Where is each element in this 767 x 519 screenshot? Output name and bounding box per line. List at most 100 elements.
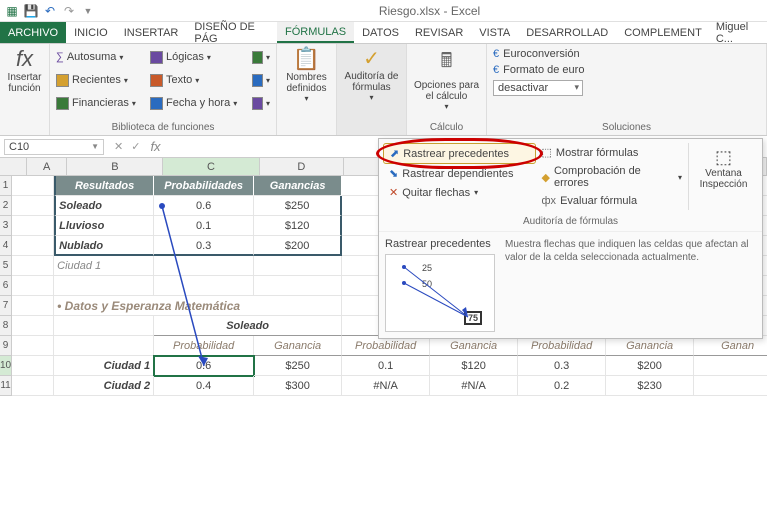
- tab-desarrollad[interactable]: DESARROLLAD: [518, 22, 616, 43]
- redo-icon[interactable]: ↷: [61, 3, 77, 19]
- tab-formulas[interactable]: FÓRMULAS: [277, 22, 354, 43]
- cell-B1[interactable]: Resultados: [54, 176, 154, 196]
- cell-E9[interactable]: Probabilidad: [342, 336, 430, 356]
- cell-B10[interactable]: Ciudad 1: [54, 356, 154, 376]
- tab-datos[interactable]: DATOS: [354, 22, 407, 43]
- cell-I9[interactable]: Ganan: [694, 336, 767, 356]
- remove-arrows-button[interactable]: ✕ Quitar flechas ▾: [383, 183, 536, 202]
- tab-complement[interactable]: COMPLEMENT: [616, 22, 710, 43]
- cell-D2[interactable]: $250: [254, 196, 342, 216]
- trace-precedents-button[interactable]: ⬈ Rastrear precedentes: [383, 143, 536, 164]
- cell-C1[interactable]: Probabilidades: [154, 176, 254, 196]
- row-8[interactable]: 8: [0, 316, 12, 336]
- group-formula-auditing[interactable]: ✓ Auditoría de fórmulas ▾: [337, 44, 407, 135]
- select-all-corner[interactable]: [0, 158, 27, 175]
- cell-H10[interactable]: $200: [606, 356, 694, 376]
- tab-insertar[interactable]: INSERTAR: [116, 22, 187, 43]
- lib-autosuma[interactable]: ∑Autosuma ▾: [56, 51, 148, 63]
- lib-extra2[interactable]: ▾: [252, 74, 270, 87]
- cell-B11[interactable]: Ciudad 2: [54, 376, 154, 396]
- col-B[interactable]: B: [67, 158, 163, 175]
- cell-D4[interactable]: $200: [254, 236, 342, 256]
- row-2[interactable]: 2: [0, 196, 12, 216]
- row-9[interactable]: 9: [0, 336, 12, 356]
- tab-file[interactable]: ARCHIVO: [0, 22, 66, 43]
- cell-D11[interactable]: $300: [254, 376, 342, 396]
- euroconversion-button[interactable]: €Euroconversión: [493, 46, 760, 62]
- lib-logicas[interactable]: Lógicas ▾: [150, 51, 250, 64]
- trace-dependents-button[interactable]: ⬊ Rastrear dependientes: [383, 164, 536, 183]
- undo-icon[interactable]: ↶: [42, 3, 58, 19]
- row-11[interactable]: 11: [0, 376, 12, 396]
- cell-D9[interactable]: Ganancia: [254, 336, 342, 356]
- col-A[interactable]: A: [27, 158, 67, 175]
- solutions-combo[interactable]: desactivar: [493, 80, 583, 96]
- group-solutions: €Euroconversión €Formato de euro desacti…: [487, 44, 767, 135]
- cell-C8[interactable]: Soleado: [154, 316, 342, 336]
- evaluate-formula-button[interactable]: фх Evaluar fórmula: [536, 192, 689, 210]
- cell-C9[interactable]: Probabilidad: [154, 336, 254, 356]
- lib-financieras[interactable]: Financieras ▾: [56, 97, 148, 110]
- lib-recientes[interactable]: Recientes ▾: [56, 74, 148, 87]
- euro-format-button[interactable]: €Formato de euro: [493, 62, 760, 78]
- col-D[interactable]: D: [260, 158, 345, 175]
- cell-F10[interactable]: $120: [430, 356, 518, 376]
- cell-C4[interactable]: 0.3: [154, 236, 254, 256]
- save-icon[interactable]: 💾: [23, 3, 39, 19]
- show-formulas-button[interactable]: ⬚ Mostrar fórmulas: [536, 143, 689, 162]
- cell-A1[interactable]: [12, 176, 54, 196]
- cell-C2[interactable]: 0.6: [154, 196, 254, 216]
- group-calc-options[interactable]: 🖩 Opciones para el cálculo ▾ Cálculo: [407, 44, 487, 135]
- cell-H11[interactable]: $230: [606, 376, 694, 396]
- cell-E11[interactable]: #N/A: [342, 376, 430, 396]
- tab-diseno[interactable]: DISEÑO DE PÁG: [186, 22, 277, 43]
- tab-revisar[interactable]: REVISAR: [407, 22, 471, 43]
- cell-G10[interactable]: 0.3: [518, 356, 606, 376]
- cell-G9[interactable]: Probabilidad: [518, 336, 606, 356]
- evaluate-icon: фх: [542, 195, 557, 207]
- cancel-icon[interactable]: ✕: [114, 140, 123, 153]
- row-3[interactable]: 3: [0, 216, 12, 236]
- cell-H9[interactable]: Ganancia: [606, 336, 694, 356]
- lib-extra1[interactable]: ▾: [252, 51, 270, 64]
- cell-B7[interactable]: • Datos y Esperanza Matemática: [54, 296, 342, 316]
- cell-E10[interactable]: 0.1: [342, 356, 430, 376]
- cell-B2[interactable]: Soleado: [54, 196, 154, 216]
- cell-B3[interactable]: Lluvioso: [54, 216, 154, 236]
- cell-A2[interactable]: [12, 196, 54, 216]
- cell-D1[interactable]: Ganancias: [254, 176, 342, 196]
- cell-G11[interactable]: 0.2: [518, 376, 606, 396]
- lib-fecha[interactable]: Fecha y hora ▾: [150, 97, 250, 110]
- tab-inicio[interactable]: INICIO: [66, 22, 116, 43]
- row-10[interactable]: 10: [0, 356, 12, 376]
- cell-F9[interactable]: Ganancia: [430, 336, 518, 356]
- error-checking-button[interactable]: ◆ Comprobación de errores ▾: [536, 162, 689, 192]
- row-4[interactable]: 4: [0, 236, 12, 256]
- row-1[interactable]: 1: [0, 176, 12, 196]
- group-defined-names[interactable]: 📋 Nombres definidos ▾: [277, 44, 337, 135]
- cell-A4[interactable]: [12, 236, 54, 256]
- fx-label[interactable]: fx: [146, 139, 164, 154]
- group-insert-function[interactable]: fx Insertar función: [0, 44, 50, 135]
- lib-extra3[interactable]: ▾: [252, 97, 270, 110]
- cell-C3[interactable]: 0.1: [154, 216, 254, 236]
- row-5[interactable]: 5: [0, 256, 12, 276]
- row-6[interactable]: 6: [0, 276, 12, 296]
- cell-C10[interactable]: 0.6: [154, 356, 254, 376]
- cell-A3[interactable]: [12, 216, 54, 236]
- cell-D10[interactable]: $250: [254, 356, 342, 376]
- user-label[interactable]: Miguel C...: [710, 22, 767, 43]
- row-7[interactable]: 7: [0, 296, 12, 316]
- name-box[interactable]: C10▼: [4, 139, 104, 155]
- cell-F11[interactable]: #N/A: [430, 376, 518, 396]
- watch-window-button[interactable]: ⬚ Ventana Inspección: [688, 143, 758, 210]
- col-C[interactable]: C: [163, 158, 259, 175]
- tab-vista[interactable]: VISTA: [471, 22, 518, 43]
- qat-more-icon[interactable]: ▼: [80, 3, 96, 19]
- cell-B5[interactable]: Ciudad 1: [54, 256, 154, 276]
- cell-D3[interactable]: $120: [254, 216, 342, 236]
- accept-icon[interactable]: ✓: [131, 140, 140, 153]
- lib-texto[interactable]: Texto ▾: [150, 74, 250, 87]
- cell-B4[interactable]: Nublado: [54, 236, 154, 256]
- cell-C11[interactable]: 0.4: [154, 376, 254, 396]
